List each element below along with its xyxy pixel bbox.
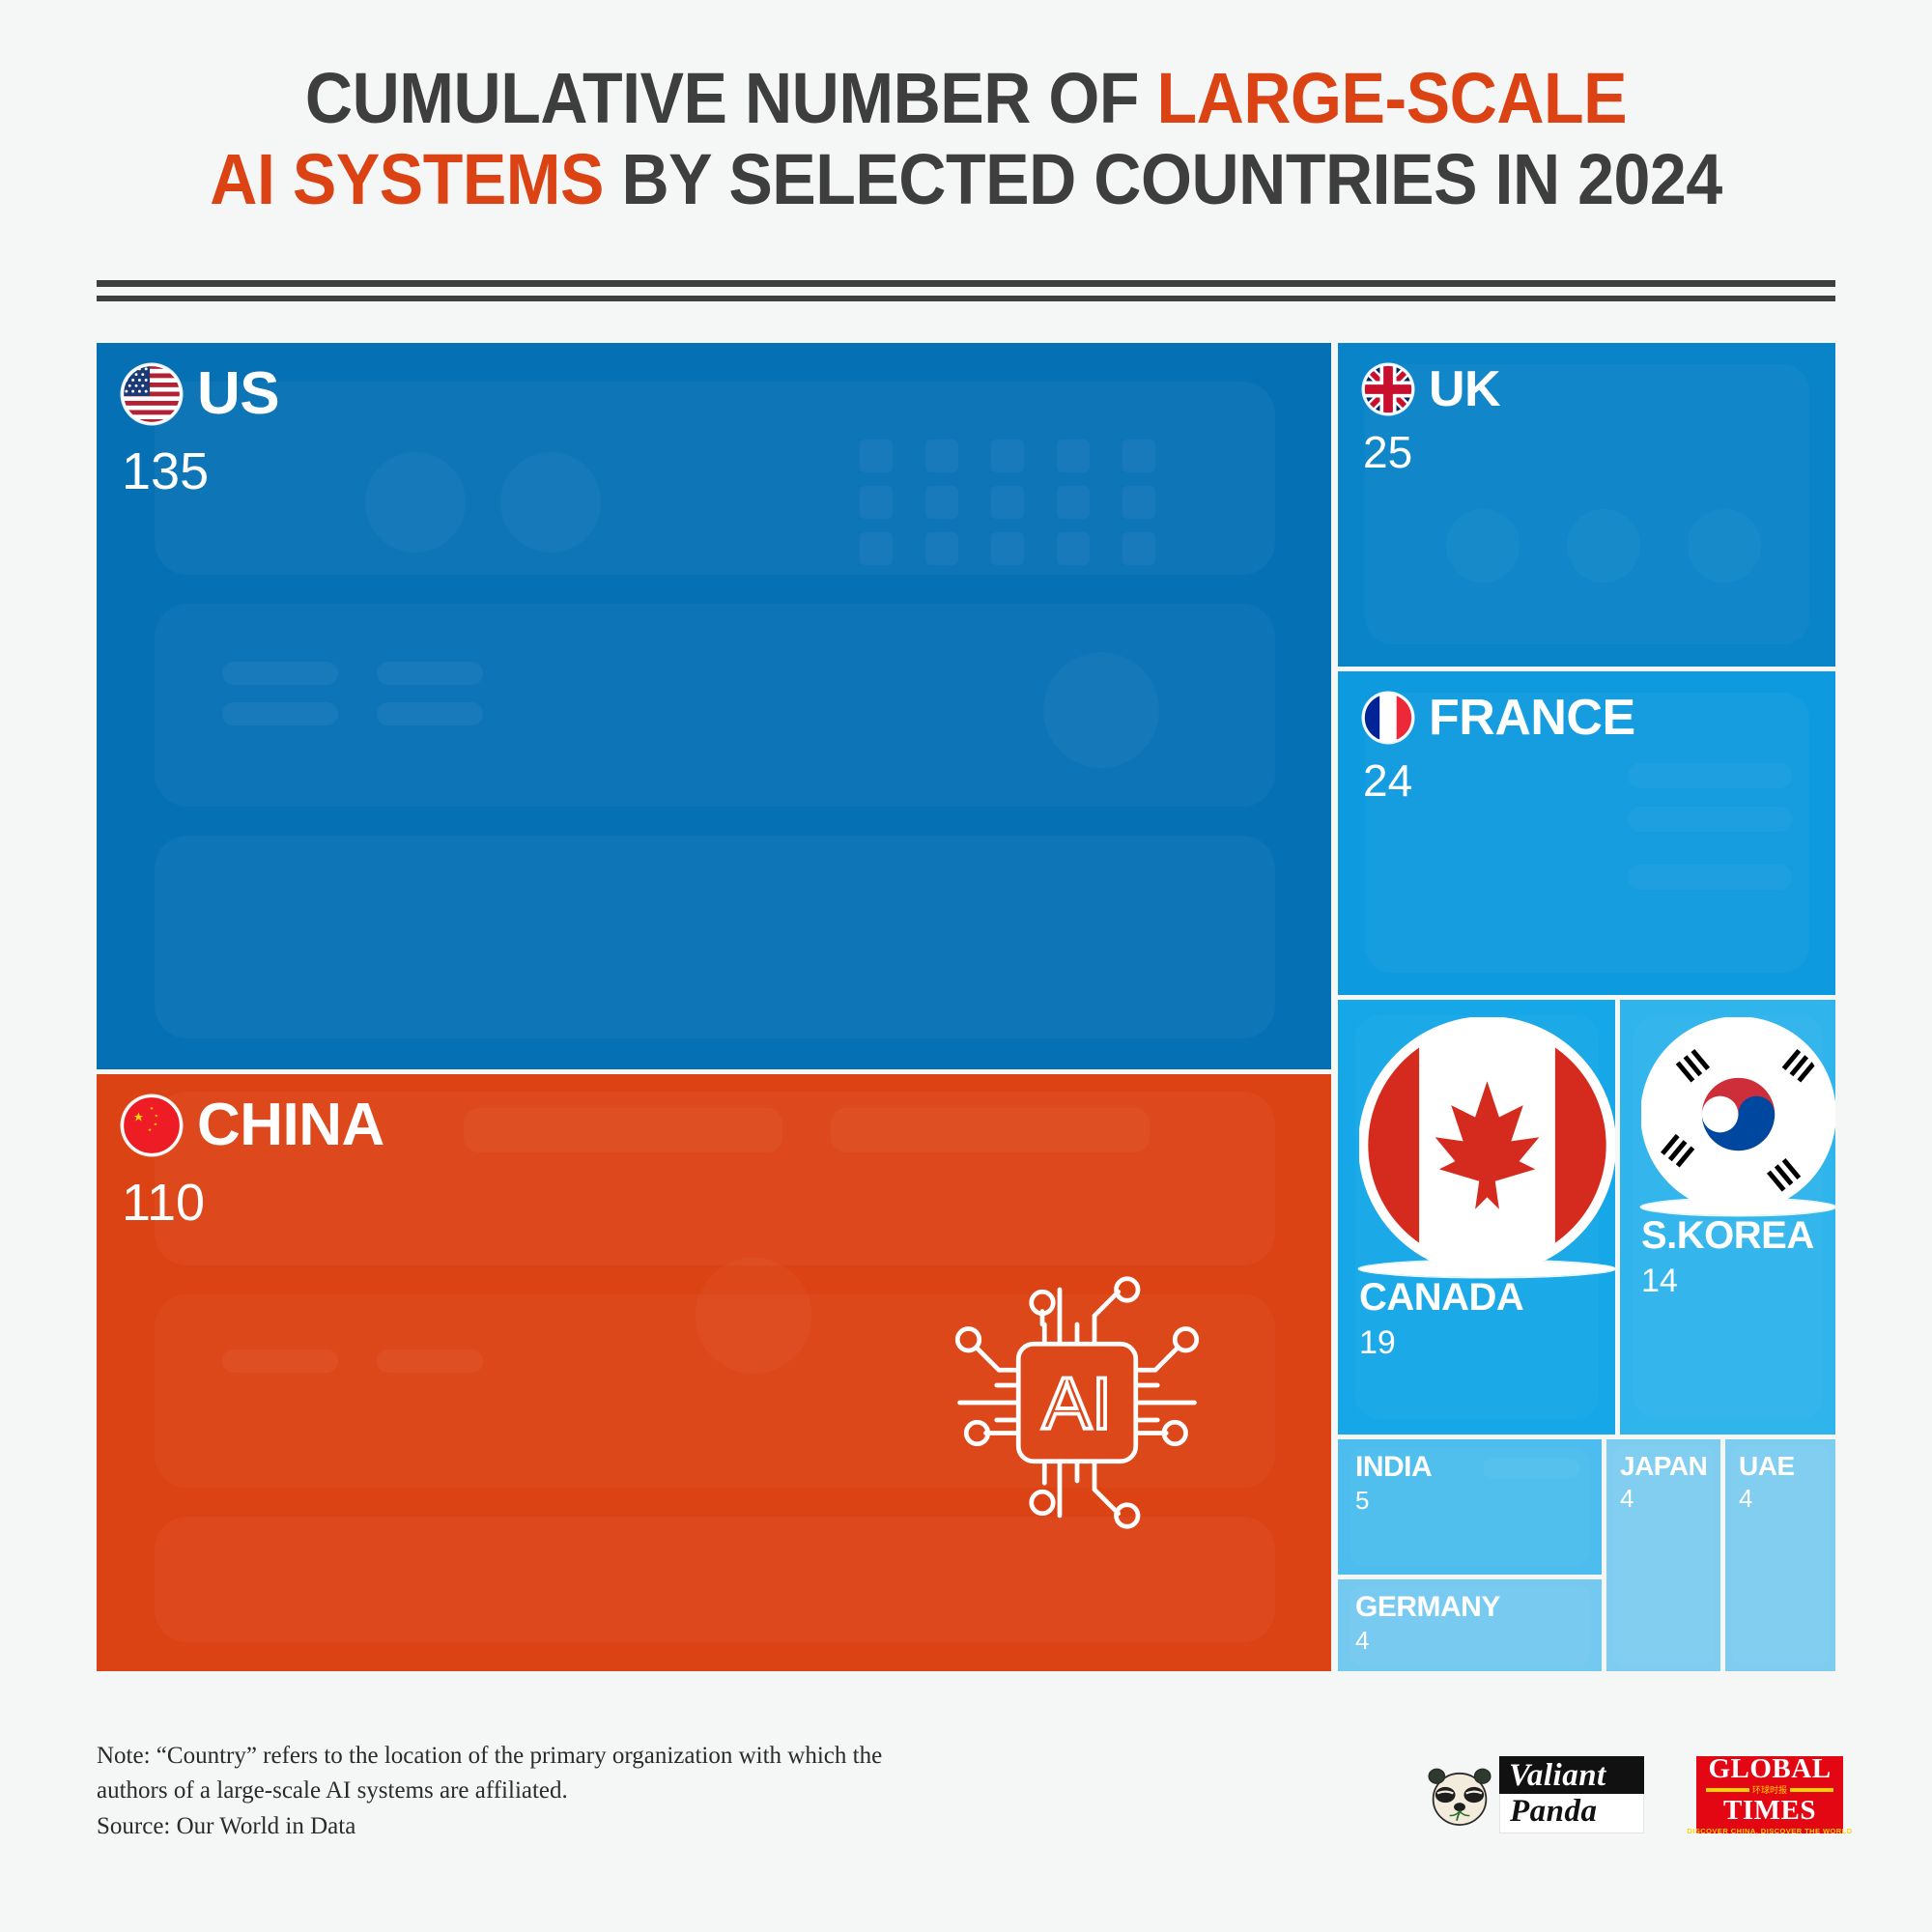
flag-uk-icon [1363,364,1413,414]
treemap-tile-france[interactable]: FRANCE 24 [1338,671,1835,995]
treemap-tile-china[interactable]: AI CHINA [97,1074,1331,1671]
tile-value-skorea: 14 [1641,1263,1678,1299]
tile-label-uk: UK [1429,361,1501,417]
footer-note-line-2: authors of a large-scale AI systems are … [97,1777,568,1804]
title-part-plain-1: CUMULATIVE NUMBER OF [304,58,1157,138]
tile-value-france: 24 [1363,755,1413,806]
global-times-line-1: GLOBAL [1708,1752,1832,1784]
tile-value-india: 5 [1355,1486,1370,1515]
flag-china-icon [122,1095,182,1155]
title-line-2: AI SYSTEMS BY SELECTED COUNTRIES IN 2024 [77,139,1855,220]
treemap-tile-uk[interactable]: UK 25 [1338,343,1835,667]
tile-label-uae: UAE [1739,1451,1795,1481]
page-title: CUMULATIVE NUMBER OF LARGE-SCALE AI SYST… [0,58,1932,221]
tile-value-uk: 25 [1363,427,1413,477]
gt-bar-right [1790,1787,1834,1792]
tile-value-china: 110 [122,1174,206,1232]
divider-line-thin [97,296,1835,301]
tile-value-canada: 19 [1359,1324,1396,1361]
footer-note: Note: “Country” refers to the location o… [97,1739,1236,1844]
treemap-tile-us[interactable]: US 135 [97,343,1331,1069]
tile-label-germany: GERMANY [1355,1591,1500,1623]
global-times-bar-row: 环球时报 [1706,1783,1834,1796]
title-divider [97,280,1835,301]
treemap-tile-canada[interactable]: CANADA 19 [1338,1000,1615,1435]
flag-france-icon [1363,693,1413,743]
footer-note-line-1: Note: “Country” refers to the location o… [97,1743,883,1769]
ai-chip-icon: AI [954,1276,1200,1529]
ai-chip-text: AI [1042,1363,1112,1445]
footer-source: Source: Our World in Data [97,1812,356,1839]
title-part-plain-2: BY SELECTED COUNTRIES IN 2024 [603,139,1722,220]
global-times-chinese: 环球时报 [1752,1785,1788,1795]
global-times-logo: GLOBAL 环球时报 TIMES DISCOVER CHINA, DISCOV… [1687,1752,1852,1836]
treemap-tile-germany[interactable]: GERMANY 4 [1338,1579,1602,1671]
tile-value-germany: 4 [1355,1626,1370,1655]
tile-value-japan: 4 [1620,1484,1634,1513]
flag-us-icon [122,364,182,424]
tile-label-japan: JAPAN [1620,1451,1708,1481]
tile-label-france: FRANCE [1429,690,1635,746]
logo-group: Valiant Panda GLOBAL 环球时报 TIMES DISCOVER… [1424,1752,1852,1836]
divider-line-thick [97,280,1835,287]
tile-value-uae: 4 [1739,1484,1753,1513]
tile-label-china: CHINA [197,1092,384,1158]
valiant-panda-logo: Valiant Panda [1424,1756,1644,1833]
flag-canada-icon [1358,1016,1615,1277]
tile-label-skorea: S.KOREA [1641,1214,1814,1257]
valiant-panda-line-2: Panda [1499,1794,1644,1833]
treemap-tile-india[interactable]: INDIA 5 [1338,1439,1602,1575]
tile-value-us: 135 [122,442,210,500]
tile-label-us: US [197,360,280,427]
treemap-tile-uae[interactable]: UAE 4 [1725,1439,1835,1671]
global-times-line-2: TIMES [1723,1795,1816,1826]
title-line-1: CUMULATIVE NUMBER OF LARGE-SCALE [77,58,1855,139]
valiant-panda-line-1: Valiant [1499,1756,1644,1794]
tile-label-india: INDIA [1355,1451,1433,1483]
title-part-accent-1: LARGE-SCALE [1156,58,1628,138]
panda-icon [1428,1768,1492,1826]
treemap-tile-skorea[interactable]: S.KOREA 14 [1620,1000,1835,1435]
title-part-accent-2: AI SYSTEMS [210,139,604,220]
flag-skorea-icon [1640,1016,1835,1215]
global-times-tagline: DISCOVER CHINA, DISCOVER THE WORLD [1687,1827,1853,1836]
tile-label-canada: CANADA [1359,1276,1524,1319]
treemap-tile-japan[interactable]: JAPAN 4 [1606,1439,1720,1671]
treemap-chart: US 135 [97,343,1835,1671]
gt-bar-left [1706,1787,1749,1792]
